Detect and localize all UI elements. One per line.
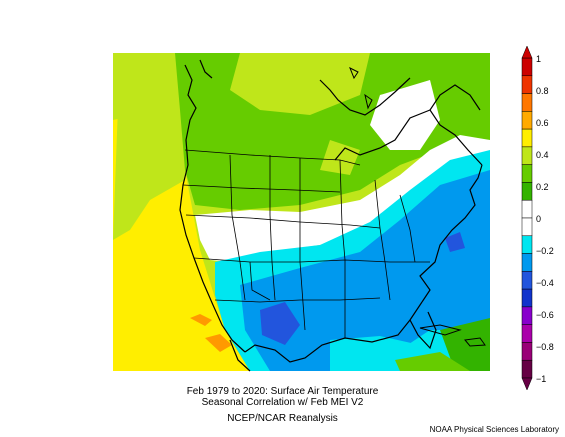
political-borders — [182, 149, 430, 338]
colorbar-segment — [521, 128, 533, 148]
colorbar-tick: −0.6 — [536, 310, 554, 320]
caption-subtitle: Seasonal Correlation w/ Feb MEI V2 — [201, 397, 364, 408]
colorbar-segment — [521, 324, 533, 343]
colorbar-tick: −0.8 — [536, 342, 554, 352]
colorbar-tick: −0.2 — [536, 246, 554, 256]
credit-label: NOAA Physical Sciences Laboratory — [429, 425, 559, 434]
colorbar-segment — [521, 342, 533, 361]
colorbar-tick: 0.8 — [536, 86, 549, 96]
colorbar-segment — [521, 306, 533, 325]
caption-dataset: NCEP/NCAR Reanalysis — [227, 413, 338, 424]
colorbar-tick: −1 — [536, 374, 547, 384]
colorbar-segment — [521, 57, 533, 77]
colorbar-min-arrow — [521, 377, 533, 391]
colorbar-tick: −0.4 — [536, 278, 554, 288]
colorbar-segment — [521, 146, 533, 165]
colorbar-tick: 0.6 — [536, 118, 549, 128]
colorbar-tick: 0.4 — [536, 150, 549, 160]
colorbar-segment — [521, 217, 533, 237]
colorbar-segment — [521, 93, 533, 112]
colorbar-tick: 1 — [536, 54, 542, 64]
colorbar-segment — [521, 164, 533, 183]
caption-title: Feb 1979 to 2020: Surface Air Temperatur… — [186, 386, 379, 397]
islands — [349, 66, 486, 347]
colorbar-segment — [521, 253, 533, 272]
colorbar — [521, 45, 533, 391]
colorbar-segment — [521, 199, 533, 219]
colorbar-segment — [521, 359, 533, 379]
colorbar-max-arrow — [521, 45, 533, 59]
colorbar-tick: 0.2 — [536, 182, 549, 192]
colorbar-segment — [521, 235, 533, 254]
colorbar-segment — [521, 182, 533, 201]
coastlines — [179, 59, 483, 372]
colorbar-segment — [521, 111, 533, 130]
colorbar-segment — [521, 288, 533, 308]
colorbar-tick: 0 — [536, 214, 542, 224]
colorbar-segment — [521, 271, 533, 290]
colorbar-segment — [521, 75, 533, 94]
